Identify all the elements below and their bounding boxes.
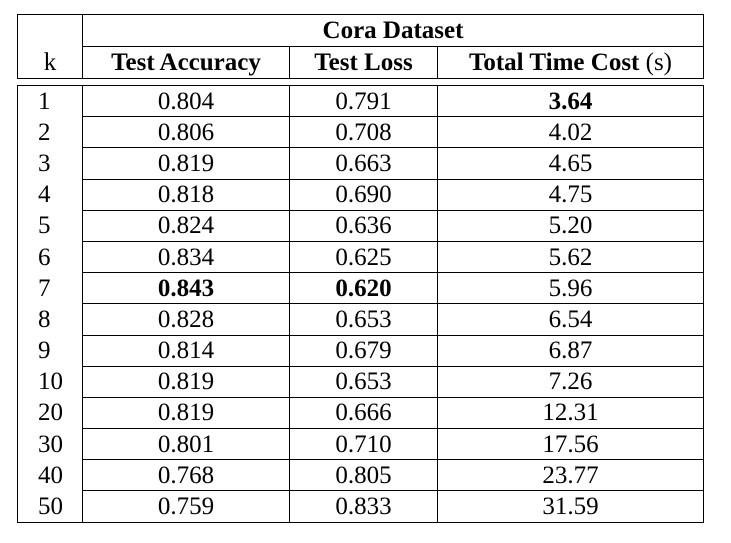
test-loss-header: Test Loss <box>289 46 438 79</box>
k-cell: 40 <box>17 459 83 491</box>
table-row: 8 0.828 0.653 6.54 <box>17 303 704 336</box>
accuracy-cell: 0.806 <box>82 116 290 149</box>
loss-cell: 0.690 <box>289 179 438 211</box>
table-row: 1 0.804 0.791 3.64 <box>17 84 704 118</box>
k-cell: 50 <box>17 490 83 523</box>
time-cell: 4.65 <box>437 147 704 180</box>
time-cell: 3.64 <box>437 84 704 118</box>
test-accuracy-header: Test Accuracy <box>82 46 290 79</box>
time-cell: 31.59 <box>437 490 704 523</box>
time-cell: 23.77 <box>437 459 704 492</box>
time-cell: 4.75 <box>437 179 704 211</box>
k-cell: 7 <box>17 272 83 304</box>
accuracy-cell: 0.818 <box>82 179 290 211</box>
accuracy-cell: 0.804 <box>82 84 290 118</box>
total-time-header: Total Time Cost (s) <box>437 46 704 79</box>
accuracy-cell: 0.824 <box>82 210 290 242</box>
time-cell: 5.96 <box>437 272 704 305</box>
dataset-group-header: Cora Dataset <box>82 14 704 47</box>
table-row: 5 0.824 0.636 5.20 <box>17 210 704 242</box>
accuracy-cell: 0.828 <box>82 303 290 336</box>
table-row: 50 0.759 0.833 31.59 <box>17 490 704 523</box>
loss-cell: 0.791 <box>289 84 438 118</box>
loss-cell: 0.636 <box>289 210 438 242</box>
accuracy-cell: 0.768 <box>82 459 290 492</box>
time-cell: 17.56 <box>437 428 704 461</box>
table-row: 9 0.814 0.679 6.87 <box>17 335 704 367</box>
k-cell: 1 <box>17 84 83 117</box>
table-row: 6 0.834 0.625 5.62 <box>17 241 704 274</box>
loss-cell: 0.710 <box>289 428 438 461</box>
results-table-container: Cora Dataset k Test Accuracy Test Loss T… <box>17 14 704 523</box>
accuracy-cell: 0.819 <box>82 397 290 430</box>
k-cell: 6 <box>17 241 83 273</box>
loss-cell: 0.653 <box>289 303 438 336</box>
table-body: 1 0.804 0.791 3.64 2 0.806 0.708 4.02 3 0.819 0.66… <box>17 79 704 523</box>
time-cell: 7.26 <box>437 366 704 398</box>
header-row-columns: k Test Accuracy Test Loss Total Time Cos… <box>17 46 704 79</box>
loss-cell: 0.805 <box>289 459 438 492</box>
table-row: 4 0.818 0.690 4.75 <box>17 179 704 211</box>
k-cell: 30 <box>17 428 83 460</box>
table-row: 3 0.819 0.663 4.65 <box>17 147 704 180</box>
total-time-label: Total Time Cost <box>468 49 640 76</box>
time-cell: 6.54 <box>437 303 704 336</box>
k-cell: 5 <box>17 210 83 242</box>
k-cell: 9 <box>17 335 83 367</box>
time-cell: 4.02 <box>437 116 704 149</box>
loss-cell: 0.679 <box>289 335 438 367</box>
table-row: 7 0.843 0.620 5.96 <box>17 272 704 305</box>
accuracy-cell: 0.814 <box>82 335 290 367</box>
time-cell: 5.20 <box>437 210 704 242</box>
loss-cell: 0.620 <box>289 272 438 305</box>
k-column-header: k <box>17 46 83 79</box>
k-cell: 3 <box>17 147 83 180</box>
k-cell: 20 <box>17 397 83 429</box>
accuracy-cell: 0.819 <box>82 147 290 180</box>
k-cell: 10 <box>17 366 83 398</box>
k-header-top <box>17 14 83 47</box>
time-cell: 6.87 <box>437 335 704 367</box>
table-row: 2 0.806 0.708 4.02 <box>17 116 704 149</box>
cora-results-table: Cora Dataset k Test Accuracy Test Loss T… <box>17 14 704 523</box>
loss-cell: 0.708 <box>289 116 438 149</box>
accuracy-cell: 0.759 <box>82 490 290 523</box>
accuracy-cell: 0.834 <box>82 241 290 274</box>
loss-cell: 0.653 <box>289 366 438 398</box>
accuracy-cell: 0.801 <box>82 428 290 461</box>
loss-cell: 0.663 <box>289 147 438 180</box>
loss-cell: 0.833 <box>289 490 438 523</box>
accuracy-cell: 0.819 <box>82 366 290 398</box>
table-row: 10 0.819 0.653 7.26 <box>17 366 704 398</box>
accuracy-cell: 0.843 <box>82 272 290 305</box>
k-cell: 8 <box>17 303 83 335</box>
k-cell: 2 <box>17 116 83 148</box>
table-row: 20 0.819 0.666 12.31 <box>17 397 704 430</box>
time-unit-label: (s) <box>645 49 673 76</box>
table-row: 40 0.768 0.805 23.77 <box>17 459 704 492</box>
k-cell: 4 <box>17 179 83 211</box>
time-cell: 12.31 <box>437 397 704 430</box>
time-cell: 5.62 <box>437 241 704 274</box>
table-row: 30 0.801 0.710 17.56 <box>17 428 704 461</box>
header-row-group: Cora Dataset <box>17 14 704 47</box>
loss-cell: 0.625 <box>289 241 438 274</box>
loss-cell: 0.666 <box>289 397 438 430</box>
